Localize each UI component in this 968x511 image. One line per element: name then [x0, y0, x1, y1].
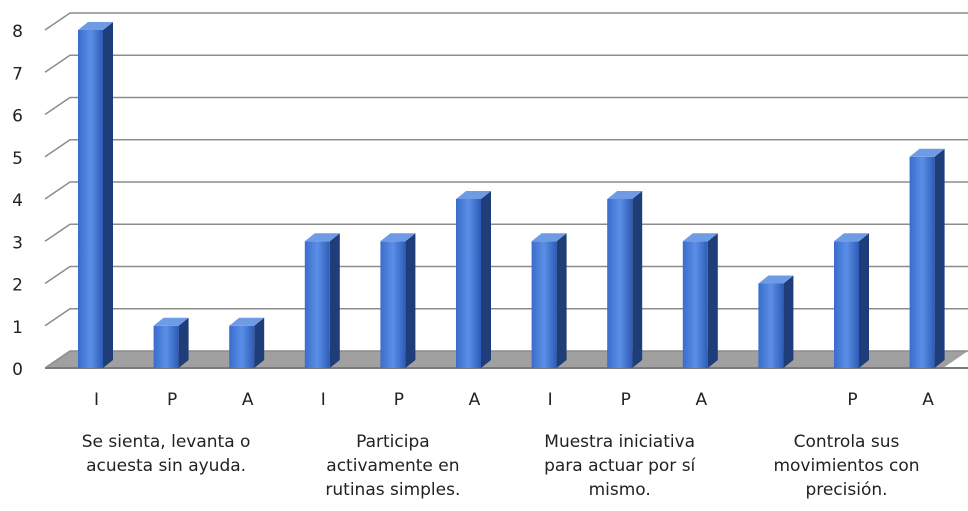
group-label: Controla sus movimientos con precisión. [773, 432, 920, 500]
grid-line [44, 139, 968, 158]
x-tick-label: A [469, 390, 481, 410]
bar [531, 233, 567, 368]
bar-face [304, 233, 340, 242]
bar-face [405, 233, 416, 368]
bar-face [934, 148, 945, 368]
x-tick-label: I [321, 390, 326, 410]
y-tick-label: 3 [12, 233, 23, 253]
bar-face [456, 199, 481, 368]
bar-face [456, 191, 491, 199]
y-tick-label: 2 [12, 276, 23, 296]
bar-face [707, 233, 718, 368]
grid-line [44, 308, 968, 327]
floor [45, 351, 968, 368]
bar-face [178, 317, 189, 368]
bar-face [783, 275, 794, 368]
bar-face [229, 325, 255, 368]
y-tick-label: 8 [12, 22, 23, 42]
bar-face [632, 191, 643, 368]
bar-face [229, 317, 265, 326]
bar-face [682, 233, 718, 242]
bar-face [254, 317, 265, 368]
bar [153, 317, 189, 368]
grid-line [44, 350, 968, 369]
x-tick-label: P [847, 390, 857, 410]
group-label: Participa activamente en rutinas simples… [325, 432, 461, 500]
y-tick-label: 7 [12, 64, 23, 84]
grid-line [44, 96, 968, 116]
bar-face [909, 148, 945, 157]
bar-face [859, 233, 869, 368]
x-tick-label: P [621, 390, 631, 410]
bar-face [153, 325, 179, 368]
grid-line [44, 265, 968, 285]
y-tick-label: 4 [12, 191, 23, 211]
bar-face [531, 233, 567, 242]
bar-face [304, 241, 330, 368]
bar-face [758, 275, 794, 284]
bar [607, 191, 643, 368]
bar-face [682, 241, 708, 368]
bar-face [607, 191, 643, 199]
x-tick-label: A [242, 390, 254, 410]
bar-face [153, 317, 189, 326]
bar [834, 233, 869, 368]
bar [909, 148, 945, 368]
bar-face [78, 30, 103, 368]
x-tick-label: I [548, 390, 553, 410]
bar-face [380, 233, 416, 242]
bar [380, 233, 416, 368]
grid-line [44, 181, 968, 200]
bar-face [834, 241, 859, 368]
bar [229, 317, 265, 368]
bar [456, 191, 491, 368]
grid-line [44, 12, 968, 31]
y-tick-label: 0 [12, 360, 23, 380]
group-label: Muestra iniciativa para actuar por sí mi… [544, 432, 696, 500]
bar-face [531, 241, 557, 368]
x-tick-label: A [922, 390, 934, 410]
bar-face [103, 22, 113, 368]
bar-face [380, 241, 406, 368]
x-tick-label: A [695, 390, 707, 410]
grid-line [44, 223, 968, 242]
y-tick-label: 5 [12, 149, 23, 169]
bar [78, 22, 113, 368]
bar-face [909, 156, 935, 368]
bar-face [329, 233, 340, 368]
bar-face [481, 191, 491, 368]
y-tick-label: 6 [12, 107, 23, 127]
x-tick-label: P [394, 390, 404, 410]
bar-face [758, 283, 784, 368]
bar-face [607, 199, 633, 368]
bar [682, 233, 718, 368]
bar-face [834, 233, 869, 242]
x-tick-label: P [167, 390, 177, 410]
group-label: Se sienta, levanta o acuesta sin ayuda. [81, 432, 251, 476]
y-tick-label: 1 [12, 318, 23, 338]
bar [758, 275, 794, 368]
bar-face [78, 22, 113, 30]
bar [304, 233, 340, 368]
bar-face [556, 233, 567, 368]
grid-line [44, 54, 968, 73]
x-tick-label: I [94, 390, 99, 410]
